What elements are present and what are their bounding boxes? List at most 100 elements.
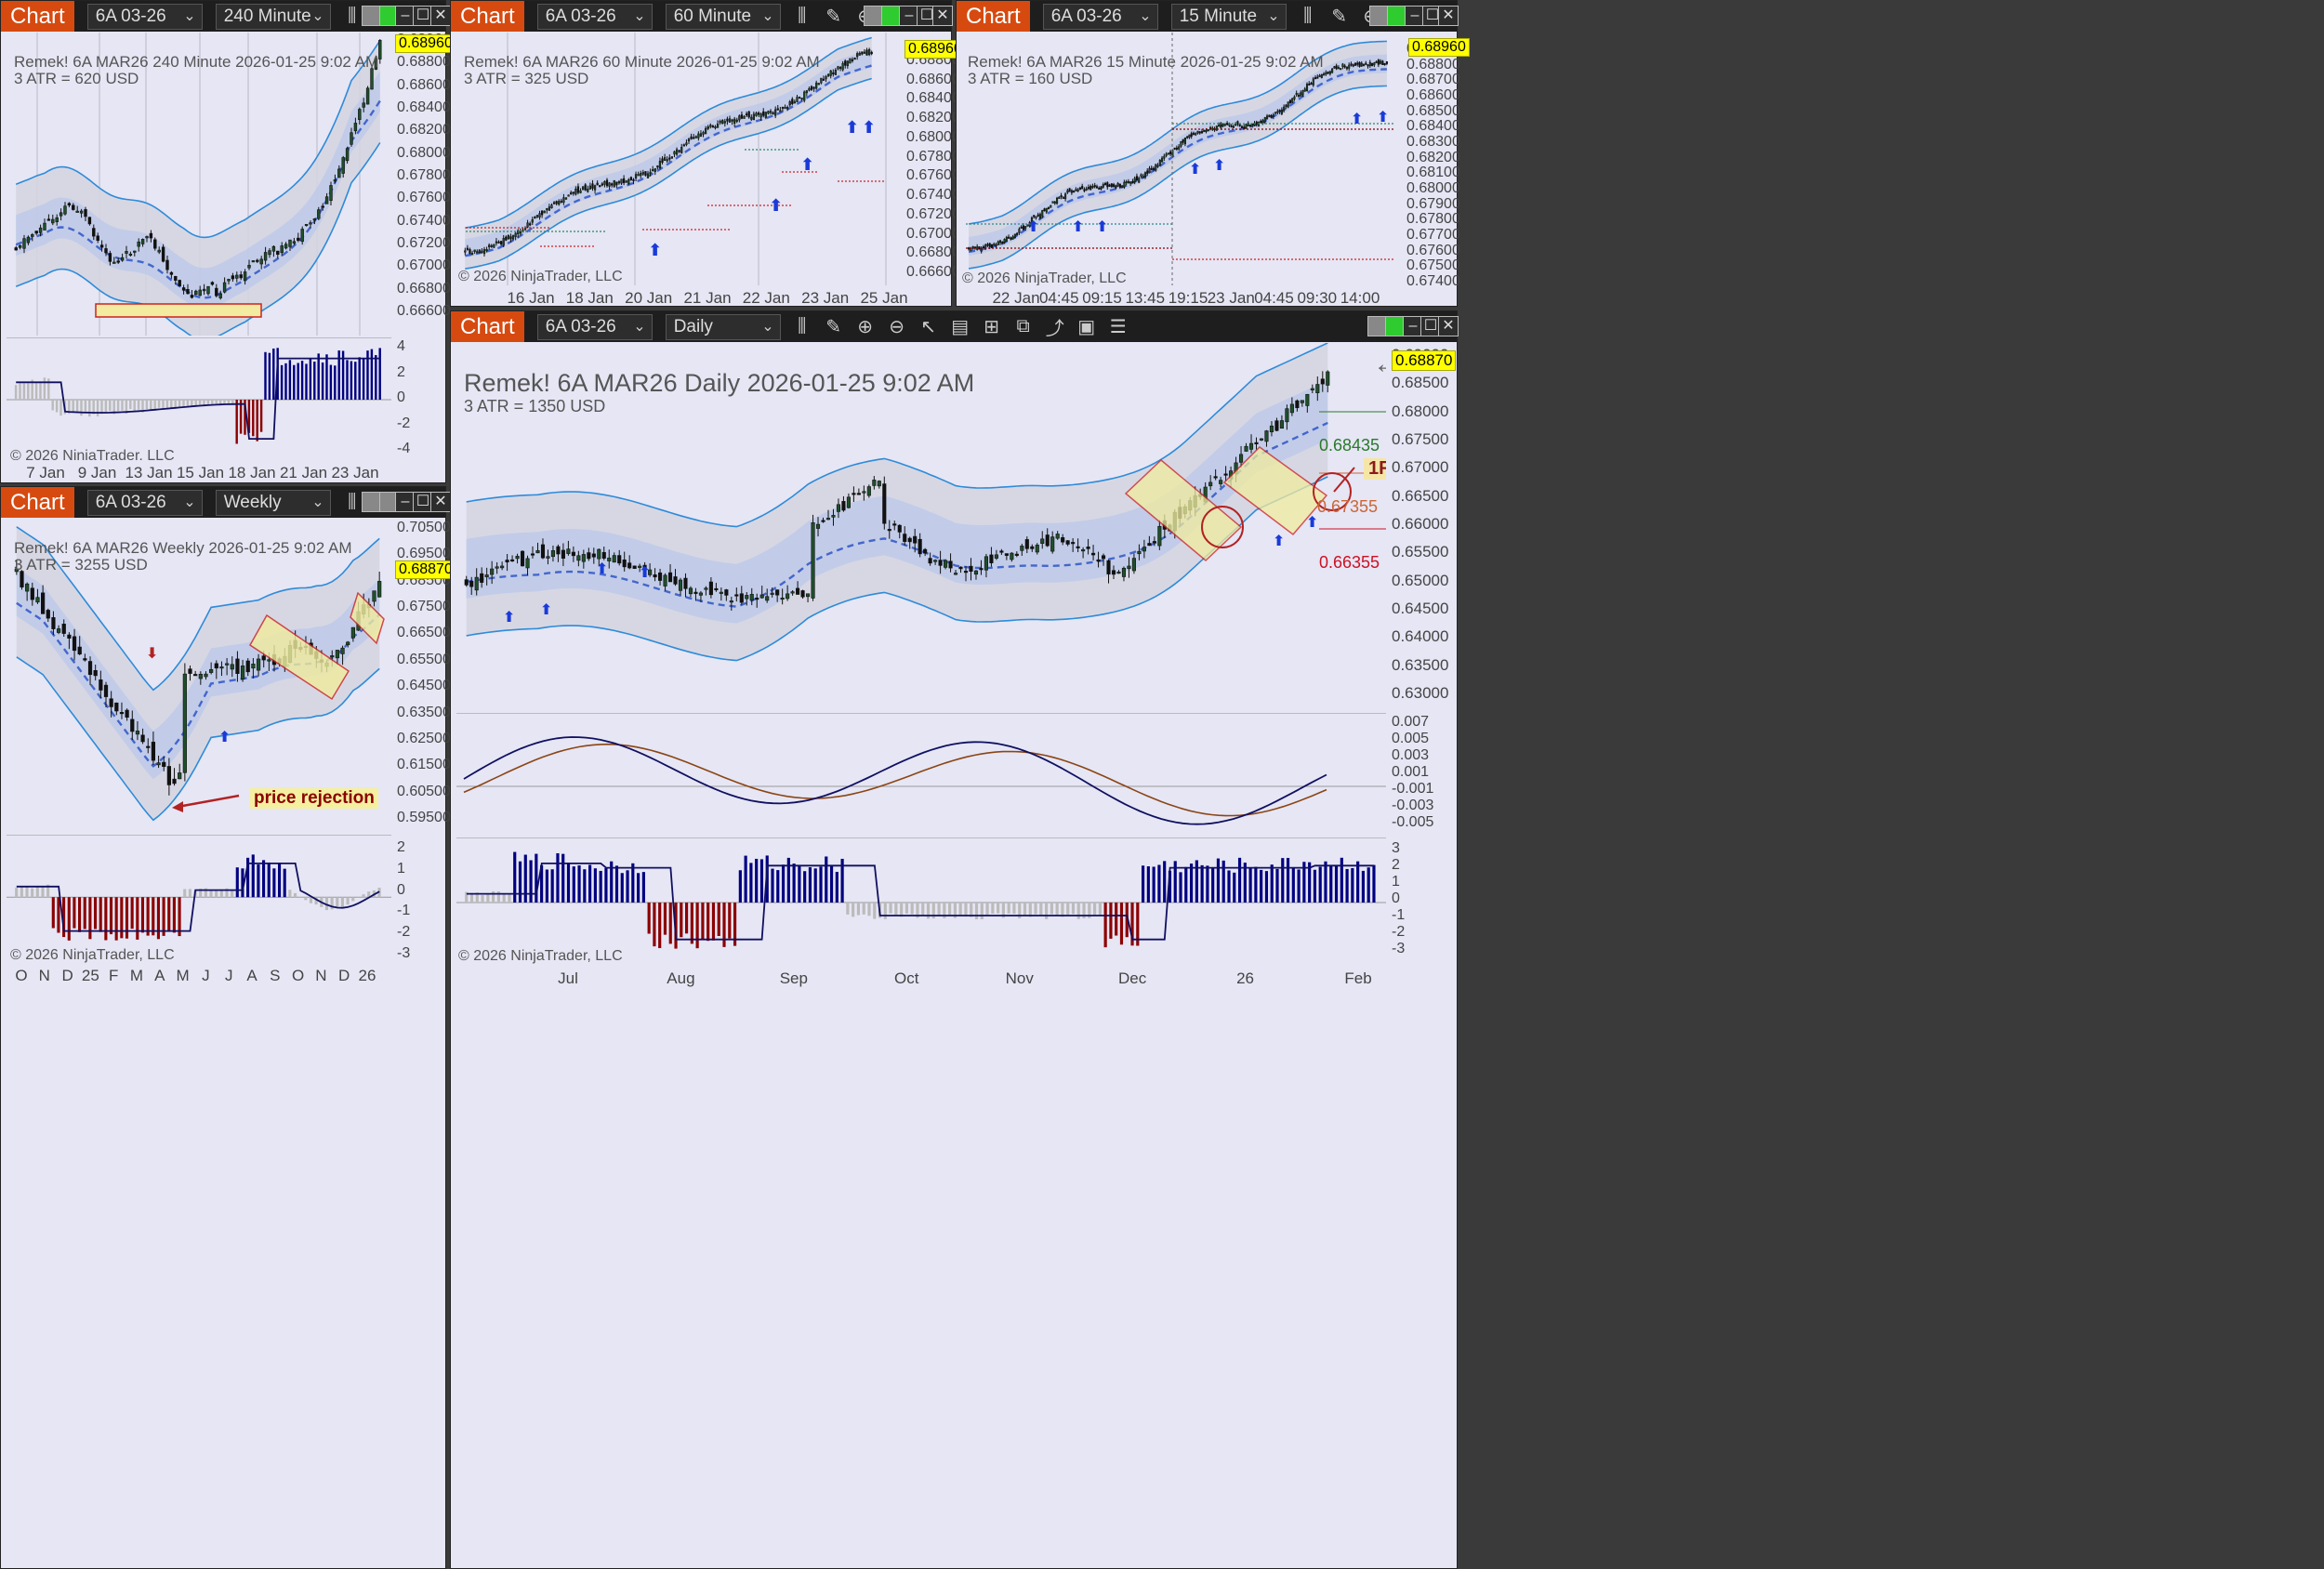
time-axis[interactable]: Jul Aug Sep Oct Nov Dec 26 Feb [456, 968, 1386, 988]
candle-body [1008, 236, 1010, 239]
snapshot-icon[interactable]: ⧉ [1016, 316, 1030, 336]
time-axis[interactable]: 16 Jan 18 Jan 20 Jan 21 Jan 22 Jan 23 Jan 25 J… [456, 287, 907, 308]
properties-icon[interactable]: ☰ [1109, 317, 1127, 337]
time-axis[interactable]: O N D 25 F M A M J J A S O N D 26 [7, 965, 391, 985]
candle-body [640, 173, 642, 177]
close-button[interactable]: ✕ [430, 6, 451, 26]
chart-window-15min[interactable]: Chart 6A 03-26⌄ 15 Minute⌄ ⫼ ✎ ⊕ ▾ – ☐ ✕… [956, 0, 1470, 308]
maximize-button[interactable]: ☐ [413, 6, 433, 26]
candle-body [714, 125, 717, 129]
close-button[interactable]: ✕ [1438, 316, 1459, 336]
chart-window-60min[interactable]: Chart 6A 03-26⌄ 60 Minute⌄ ⫼ ✎ ⊕ ▾ – ☐ ✕… [450, 0, 966, 308]
chart-trader-icon[interactable]: ⊞ [984, 317, 1000, 337]
candle-body [1186, 136, 1189, 138]
histogram-bar [366, 350, 369, 400]
instrument-selector[interactable]: 6A 03-26 ⌄ [536, 313, 653, 340]
timeframe-selector[interactable]: 15 Minute ⌄ [1170, 3, 1287, 30]
price-panel[interactable]: ⬆ ⬆ ⬆ ⬆ ⬆ Remek! 6A MAR26 60 Minute 2026-01-… [456, 33, 901, 285]
price-panel[interactable]: ⬆ ⬆ ⬆ ⬆ ⬆ ⬆ ⬆ Remek! 6A MAR26 15 Minute 2026-0… [960, 33, 1401, 285]
oscillator-panel[interactable]: © 2026 NinjaTrader, LLC [7, 835, 391, 963]
chart-tab[interactable]: Chart [451, 311, 524, 342]
candle-body [1272, 114, 1274, 117]
timeframe-selector[interactable]: Daily ⌄ [665, 313, 781, 340]
bar-style-icon[interactable]: ⫼ [348, 6, 357, 26]
strategies-icon[interactable]: ▣ [1077, 317, 1096, 337]
candle-body [340, 647, 345, 654]
histogram-bar [152, 897, 155, 936]
data-box-icon[interactable]: ▤ [951, 317, 970, 337]
candle-body [561, 549, 565, 559]
histogram-bar [1302, 862, 1306, 903]
candle-body [304, 223, 309, 227]
histogram-bar [690, 903, 693, 944]
axis-tick-label: 0.70500 [397, 520, 451, 535]
bar-style-icon[interactable]: ⫼ [1303, 6, 1313, 26]
time-axis[interactable]: 22 Jan 04:45 09:15 13:45 19:15 23 Jan 04:45 09:… [960, 287, 1401, 308]
histogram-bar [626, 870, 629, 903]
histogram-bar [974, 903, 979, 920]
price-panel[interactable]: ⬆ ⬆ ⬆ ⬆ ⬆ ⬆ Remek! 6A MAR26 Daily 2026-01-25 … [456, 343, 1386, 711]
histogram-bar [83, 897, 86, 930]
candle-body [1089, 185, 1092, 191]
price-axis[interactable]: 0.690000.685000.680000.675000.670000.665… [1388, 343, 1459, 711]
histogram-bar [1351, 867, 1354, 903]
zoom-out-icon[interactable]: ⊖ [889, 317, 905, 337]
price-axis[interactable]: 0.68800 0.68600 0.68400 0.68200 0.68000 0.678… [903, 33, 960, 285]
price-axis[interactable]: 0.70500 0.69500 0.68500 0.67500 0.66500 0.655… [393, 519, 451, 833]
chart-tab[interactable]: Chart [957, 1, 1030, 32]
instrument-selector[interactable]: 6A 03-26 ⌄ [536, 3, 653, 30]
candle-body [1259, 438, 1264, 441]
histogram-bar [550, 869, 554, 903]
drawing-tool-icon[interactable]: ✎ [825, 317, 842, 337]
drawing-tool-icon[interactable]: ✎ [1331, 7, 1348, 27]
candle-body [1016, 232, 1019, 235]
instrument-selector[interactable]: 6A 03-26 ⌄ [1042, 3, 1158, 30]
drawing-tool-icon[interactable]: ✎ [825, 7, 842, 27]
oscillator-panel[interactable]: © 2026 NinjaTrader, LLC [456, 837, 1386, 966]
axis-tick-label: Dec [1118, 969, 1147, 987]
histogram-bar [72, 400, 74, 413]
price-panel[interactable]: ⬆ ⬇ Remek! 6A MAR26 Weekly 2026-01-25 9:0… [7, 519, 391, 833]
pointer-icon[interactable]: ↖ [920, 317, 937, 337]
chart-tab[interactable]: Chart [451, 1, 524, 32]
back-arrow-icon[interactable]: ← [1373, 349, 1386, 380]
instrument-selector[interactable]: 6A 03-26 ⌄ [86, 489, 203, 516]
timeframe-selector[interactable]: 60 Minute ⌄ [665, 3, 781, 30]
minimize-button[interactable]: – [395, 492, 416, 512]
bar-style-icon[interactable]: ⫼ [798, 316, 807, 336]
timeframe-selector[interactable]: Weekly ⌄ [215, 489, 331, 516]
price-panel[interactable]: Remek! 6A MAR26 240 Minute 2026-01-25 9:… [7, 33, 391, 336]
indicators-icon[interactable]: ⤴ [1045, 319, 1064, 339]
histogram-bar [894, 903, 898, 916]
chart-tab[interactable]: Chart [1, 487, 74, 518]
histogram-bar [247, 400, 251, 433]
macd-panel[interactable] [456, 713, 1386, 836]
histogram-bar [481, 895, 484, 903]
close-button[interactable]: ✕ [932, 6, 953, 26]
candle-body [1087, 187, 1090, 190]
close-button[interactable]: ✕ [430, 492, 451, 512]
candle-body [694, 136, 697, 138]
time-axis[interactable]: 7 Jan 9 Jan 13 Jan 15 Jan 18 Jan 21 Jan 23 Jan [7, 462, 391, 482]
chart-window-daily[interactable]: Chart 6A 03-26 ⌄ Daily ⌄ ⫼ ✎ ⊕ ⊖ ↖ ▤ ⊞ ⧉ ⤴… [450, 310, 1459, 1569]
candle-body [99, 244, 104, 248]
close-button[interactable]: ✕ [1438, 6, 1459, 26]
timeframe-selector[interactable]: 240 Minute ⌄ [215, 3, 331, 30]
price-axis[interactable]: 0.689600.688000.687000.686000.685000.684… [1403, 33, 1460, 289]
instrument-selector[interactable]: 6A 03-26 ⌄ [86, 3, 203, 30]
chart-tab[interactable]: Chart [1, 1, 74, 32]
chart-window-weekly[interactable]: Chart 6A 03-26⌄ Weekly⌄ ⫼ ▾ – ☐ ✕ ⬆⬇ Rem… [0, 486, 456, 1569]
zoom-in-icon[interactable]: ⊕ [857, 317, 874, 337]
axis-tick-label: 1 [1392, 874, 1400, 890]
candle-body [581, 554, 586, 562]
bar-style-icon[interactable]: ⫼ [798, 6, 807, 26]
maximize-button[interactable]: ☐ [1420, 316, 1441, 336]
oscillator-panel[interactable]: © 2026 NinjaTrader, LLC [7, 337, 391, 460]
candle-body [161, 246, 165, 262]
axis-tick-label: 0.68400 [1406, 118, 1460, 135]
price-axis[interactable]: 0.689600.688000.686000.684000.682000.680… [393, 32, 451, 336]
candle-body [1340, 68, 1342, 71]
chart-window-240min[interactable]: Chart 6A 03-26⌄ 240 Minute⌄ ⫼ ▾ – ☐ ✕ Re… [0, 0, 456, 483]
histogram-bar [1318, 866, 1322, 903]
bar-style-icon[interactable]: ⫼ [348, 492, 357, 512]
